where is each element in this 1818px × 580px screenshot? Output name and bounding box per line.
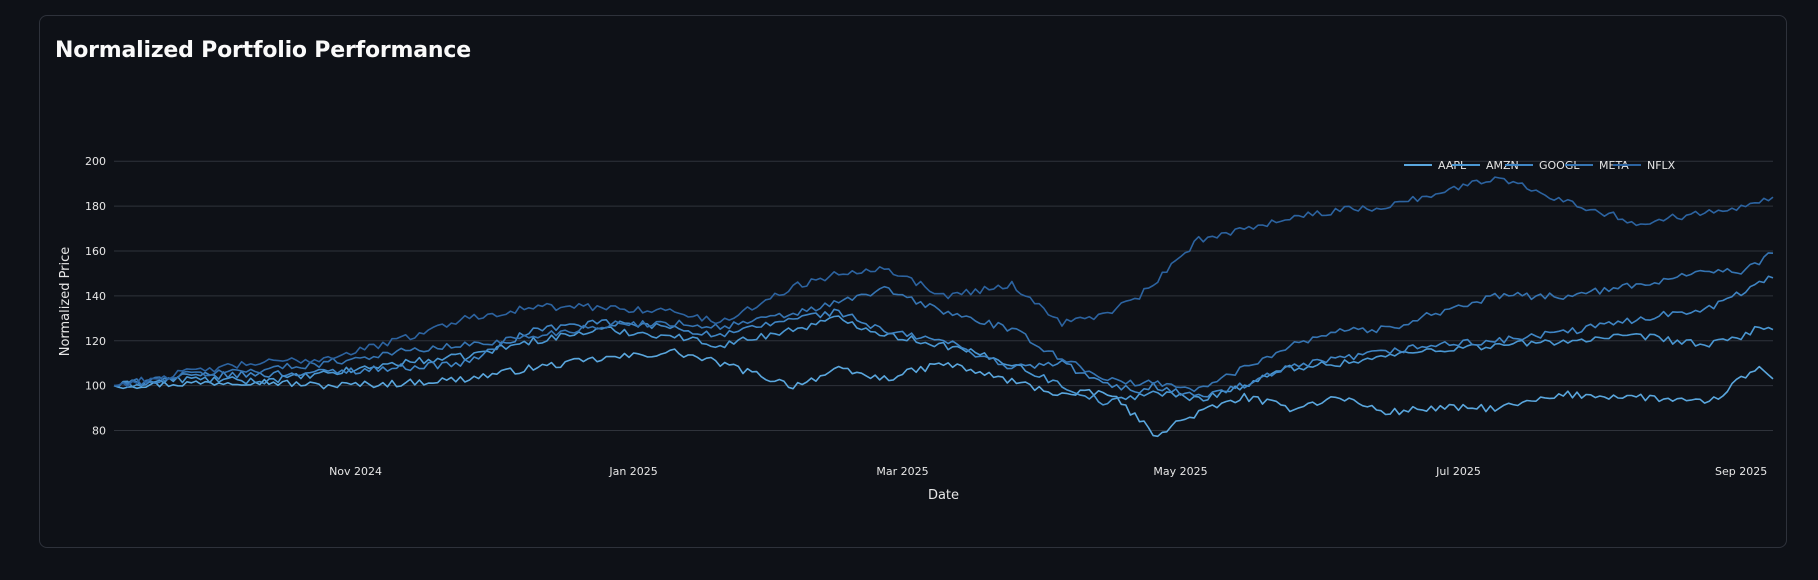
chart-title: Normalized Portfolio Performance	[55, 38, 471, 63]
x-axis-title: Date	[928, 488, 959, 503]
y-tick-label: 200	[85, 155, 106, 168]
x-tick-label: May 2025	[1153, 465, 1207, 478]
y-tick-label: 100	[85, 380, 106, 393]
series-line-meta	[113, 252, 1774, 393]
x-tick-label: Mar 2025	[876, 465, 928, 478]
series-line-nflx	[113, 176, 1774, 388]
y-tick-label: 140	[85, 290, 106, 303]
legend-label-amzn: AMZN	[1486, 159, 1519, 172]
y-tick-label: 80	[92, 425, 106, 438]
y-tick-label: 160	[85, 245, 106, 258]
y-tick-label: 180	[85, 200, 106, 213]
legend-label-nflx: NFLX	[1647, 159, 1676, 172]
x-tick-label: Jan 2025	[608, 465, 657, 478]
legend-label-googl: GOOGL	[1539, 159, 1580, 172]
x-tick-label: Sep 2025	[1715, 465, 1767, 478]
y-axis-title: Normalized Price	[58, 247, 73, 357]
x-tick-label: Jul 2025	[1435, 465, 1481, 478]
series-line-amzn	[113, 315, 1774, 406]
series-line-aapl	[113, 348, 1774, 438]
y-tick-label: 120	[85, 335, 106, 348]
x-tick-label: Nov 2024	[329, 465, 382, 478]
series-line-googl	[113, 275, 1774, 398]
